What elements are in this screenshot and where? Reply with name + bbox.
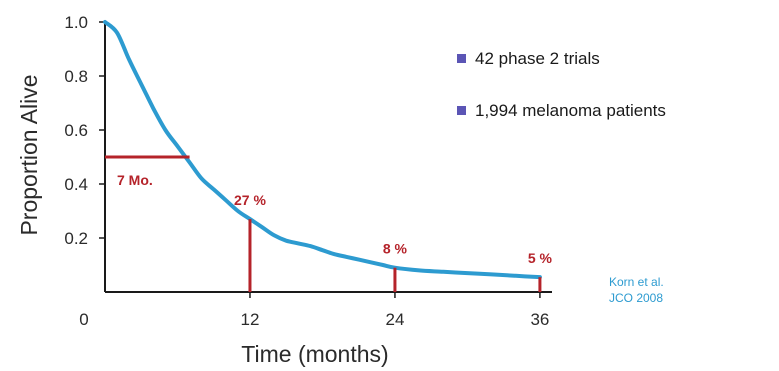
y-tick-label: 0.2 [64, 229, 88, 248]
legend-entry-trials: 42 phase 2 trials [475, 49, 600, 68]
x-axis-title: Time (months) [241, 341, 388, 367]
x-tick-label: 12 [241, 310, 260, 329]
legend: 42 phase 2 trials 1,994 melanoma patient… [457, 49, 666, 120]
survival-marker-label: 27 % [234, 192, 266, 208]
x-tick-label: 24 [385, 310, 404, 329]
x-tick-label: 0 [79, 310, 88, 329]
y-axis-title: Proportion Alive [16, 74, 42, 235]
citation-journal: JCO 2008 [609, 291, 663, 305]
survival-marker-label: 8 % [383, 241, 408, 257]
y-tick-label: 0.8 [64, 67, 88, 86]
x-tick-label: 36 [530, 310, 549, 329]
citation-authors: Korn et al. [609, 275, 664, 289]
survival-curve-line [103, 20, 542, 280]
y-tick-label: 1.0 [64, 13, 88, 32]
median-survival-label: 7 Mo. [117, 172, 153, 188]
y-tick-label: 0.4 [64, 175, 88, 194]
legend-marker-trials [457, 54, 466, 63]
legend-marker-patients [457, 106, 466, 115]
y-tick-label: 0.6 [64, 121, 88, 140]
legend-entry-patients: 1,994 melanoma patients [475, 101, 666, 120]
survival-marker-label: 5 % [528, 250, 553, 266]
